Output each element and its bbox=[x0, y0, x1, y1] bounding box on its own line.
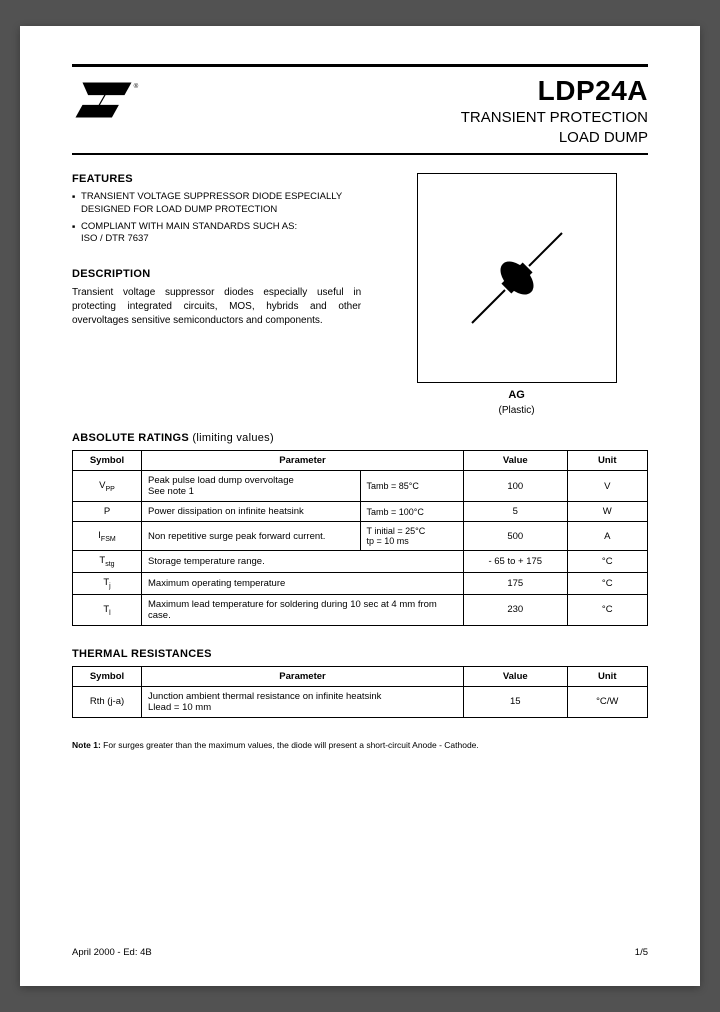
feature-item: TRANSIENT VOLTAGE SUPPRESSOR DIODE ESPEC… bbox=[72, 191, 361, 217]
cell-value: 175 bbox=[464, 573, 568, 595]
abs-ratings-body: VPPPeak pulse load dump overvoltage See … bbox=[73, 471, 648, 626]
col-parameter: Parameter bbox=[142, 451, 464, 471]
cell-unit: °C bbox=[567, 551, 648, 573]
header-rule bbox=[72, 153, 648, 155]
st-logo-icon: ® bbox=[72, 75, 142, 125]
description-text: Transient voltage suppressor diodes espe… bbox=[72, 286, 361, 328]
cell-param: Power dissipation on infinite heatsink bbox=[142, 502, 361, 522]
page-footer: April 2000 - Ed: 4B 1/5 bbox=[72, 947, 648, 958]
cell-param: Storage temperature range. bbox=[142, 551, 464, 573]
col-value: Value bbox=[464, 666, 568, 686]
package-illustration bbox=[417, 173, 617, 383]
intro-right: AG (Plastic) bbox=[385, 173, 648, 416]
intro-columns: FEATURES TRANSIENT VOLTAGE SUPPRESSOR DI… bbox=[72, 173, 648, 416]
cell-symbol: Tl bbox=[73, 594, 142, 625]
cell-unit: A bbox=[567, 522, 648, 551]
datasheet-page: ® LDP24A TRANSIENT PROTECTION LOAD DUMP … bbox=[20, 26, 700, 986]
table-header-row: Symbol Parameter Value Unit bbox=[73, 666, 648, 686]
cell-unit: W bbox=[567, 502, 648, 522]
abs-ratings-table: Symbol Parameter Value Unit VPPPeak puls… bbox=[72, 450, 648, 626]
cell-symbol: Tj bbox=[73, 573, 142, 595]
footnote: Note 1: For surges greater than the maxi… bbox=[72, 740, 648, 750]
table-row: IFSMNon repetitive surge peak forward cu… bbox=[73, 522, 648, 551]
cell-symbol: IFSM bbox=[73, 522, 142, 551]
intro-left: FEATURES TRANSIENT VOLTAGE SUPPRESSOR DI… bbox=[72, 173, 361, 416]
cell-symbol: VPP bbox=[73, 471, 142, 502]
cell-symbol: Tstg bbox=[73, 551, 142, 573]
col-unit: Unit bbox=[567, 451, 648, 471]
cell-symbol: P bbox=[73, 502, 142, 522]
cell-value: 5 bbox=[464, 502, 568, 522]
title-block: LDP24A TRANSIENT PROTECTION LOAD DUMP bbox=[461, 75, 648, 147]
col-unit: Unit bbox=[567, 666, 648, 686]
diode-icon bbox=[447, 208, 587, 348]
cell-param: Non repetitive surge peak forward curren… bbox=[142, 522, 361, 551]
thermal-section: THERMAL RESISTANCES Symbol Parameter Val… bbox=[72, 648, 648, 718]
svg-text:®: ® bbox=[134, 82, 139, 90]
table-row: TstgStorage temperature range.- 65 to + … bbox=[73, 551, 648, 573]
description-heading: DESCRIPTION bbox=[72, 268, 361, 280]
table-header-row: Symbol Parameter Value Unit bbox=[73, 451, 648, 471]
features-list: TRANSIENT VOLTAGE SUPPRESSOR DIODE ESPEC… bbox=[72, 191, 361, 246]
cell-value: 100 bbox=[464, 471, 568, 502]
col-parameter: Parameter bbox=[142, 666, 464, 686]
table-row: Rth (j-a) Junction ambient thermal resis… bbox=[73, 686, 648, 717]
st-logo: ® bbox=[72, 75, 142, 125]
cell-param: Junction ambient thermal resistance on i… bbox=[142, 686, 464, 717]
features-heading: FEATURES bbox=[72, 173, 361, 185]
table-row: PPower dissipation on infinite heatsinkT… bbox=[73, 502, 648, 522]
cell-value: - 65 to + 175 bbox=[464, 551, 568, 573]
cell-unit: °C bbox=[567, 594, 648, 625]
cell-param: Maximum operating temperature bbox=[142, 573, 464, 595]
abs-ratings-section: ABSOLUTE RATINGS (limiting values) Symbo… bbox=[72, 432, 648, 626]
cell-condition: Tamb = 100°C bbox=[360, 502, 464, 522]
cell-symbol: Rth (j-a) bbox=[73, 686, 142, 717]
cell-value: 500 bbox=[464, 522, 568, 551]
col-value: Value bbox=[464, 451, 568, 471]
cell-param: Maximum lead temperature for soldering d… bbox=[142, 594, 464, 625]
cell-value: 230 bbox=[464, 594, 568, 625]
feature-item: COMPLIANT WITH MAIN STANDARDS SUCH AS: I… bbox=[72, 221, 361, 247]
cell-condition: T initial = 25°C tp = 10 ms bbox=[360, 522, 464, 551]
package-material: (Plastic) bbox=[499, 405, 535, 416]
top-rule bbox=[72, 64, 648, 67]
thermal-table: Symbol Parameter Value Unit Rth (j-a) Ju… bbox=[72, 666, 648, 718]
header: ® LDP24A TRANSIENT PROTECTION LOAD DUMP bbox=[72, 75, 648, 147]
table-row: TjMaximum operating temperature175°C bbox=[73, 573, 648, 595]
cell-unit: V bbox=[567, 471, 648, 502]
subtitle-1: TRANSIENT PROTECTION bbox=[461, 109, 648, 127]
col-symbol: Symbol bbox=[73, 666, 142, 686]
part-number: LDP24A bbox=[461, 75, 648, 107]
abs-ratings-heading: ABSOLUTE RATINGS (limiting values) bbox=[72, 432, 648, 444]
thermal-heading: THERMAL RESISTANCES bbox=[72, 648, 648, 660]
footer-page: 1/5 bbox=[635, 947, 648, 958]
package-label: AG (Plastic) bbox=[499, 389, 535, 416]
table-row: TlMaximum lead temperature for soldering… bbox=[73, 594, 648, 625]
footer-date: April 2000 - Ed: 4B bbox=[72, 947, 152, 958]
cell-condition: Tamb = 85°C bbox=[360, 471, 464, 502]
cell-unit: °C/W bbox=[567, 686, 648, 717]
package-code: AG bbox=[508, 389, 525, 401]
cell-value: 15 bbox=[464, 686, 568, 717]
cell-param: Peak pulse load dump overvoltage See not… bbox=[142, 471, 361, 502]
cell-unit: °C bbox=[567, 573, 648, 595]
note-text: For surges greater than the maximum valu… bbox=[101, 740, 479, 750]
note-label: Note 1: bbox=[72, 740, 101, 750]
col-symbol: Symbol bbox=[73, 451, 142, 471]
table-row: VPPPeak pulse load dump overvoltage See … bbox=[73, 471, 648, 502]
subtitle-2: LOAD DUMP bbox=[461, 129, 648, 147]
